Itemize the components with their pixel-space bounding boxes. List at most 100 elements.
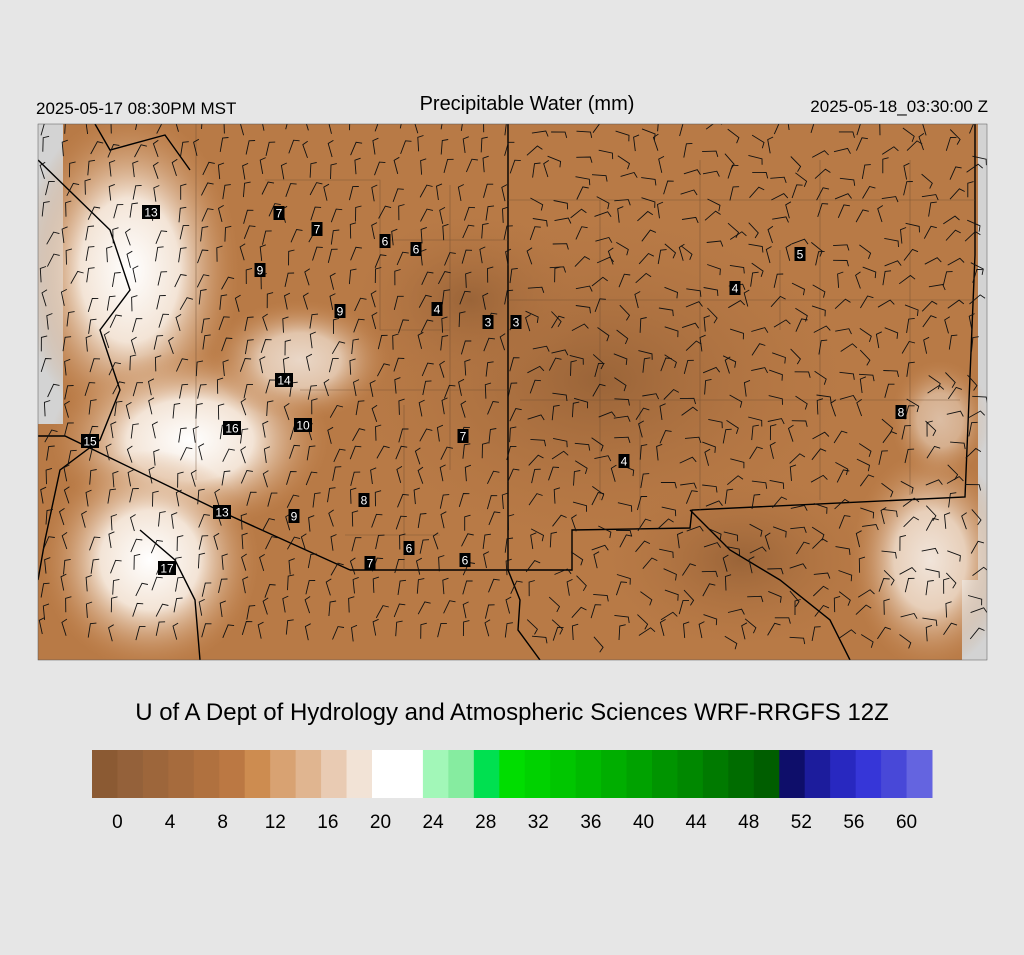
wind-barb (637, 614, 649, 630)
wind-barb (374, 161, 386, 176)
wind-barb (282, 356, 290, 374)
wind-barb (701, 570, 718, 578)
wind-barb (552, 243, 569, 250)
wind-barb (708, 418, 723, 429)
wind-barb (348, 186, 359, 201)
wind-barb (530, 438, 547, 447)
dry-area (350, 210, 590, 390)
colorbar-tick-label: 48 (738, 812, 759, 833)
wind-barb (548, 466, 560, 481)
wind-barb (506, 445, 517, 461)
wind-barb (878, 450, 888, 465)
wind-barb (769, 441, 776, 459)
wind-barb (84, 178, 91, 195)
wind-barb (197, 249, 209, 264)
wind-barb (729, 328, 744, 340)
wind-barb (789, 590, 800, 607)
wind-barb (132, 318, 143, 333)
wind-barb (62, 336, 72, 352)
wind-barb (259, 244, 266, 261)
wind-barb (880, 507, 887, 525)
color-swatch (346, 750, 373, 798)
wind-barb (285, 619, 294, 635)
wind-barb (499, 333, 506, 351)
wind-barb (531, 468, 541, 484)
wind-barb (240, 470, 253, 484)
wind-barb (112, 381, 126, 395)
wind-barb (526, 247, 533, 265)
wind-barb (925, 568, 940, 578)
wind-barb (462, 601, 469, 619)
borders (38, 124, 976, 660)
wind-barb (486, 495, 498, 510)
colorbar-tick-label: 44 (686, 812, 708, 833)
wind-barb (678, 600, 689, 615)
station-value: 9 (291, 510, 298, 524)
wind-barb (483, 551, 490, 569)
wind-barb (398, 398, 405, 415)
wind-barb (752, 171, 769, 179)
wind-barb (723, 531, 738, 542)
wind-barb (105, 443, 112, 461)
wind-barb (458, 493, 470, 508)
wind-barb (44, 557, 51, 574)
wind-barb (877, 205, 884, 223)
wind-barb (327, 248, 338, 264)
wind-barb (420, 319, 434, 333)
station-value: 6 (413, 243, 420, 257)
wind-barb (590, 604, 602, 619)
wind-barb (63, 486, 70, 504)
wind-barb (751, 367, 768, 374)
wind-barb (332, 626, 345, 640)
wind-barb (791, 184, 803, 199)
wind-barb (398, 204, 405, 221)
wind-barb (614, 199, 631, 206)
wind-barb (175, 124, 179, 132)
wind-barb (703, 315, 710, 332)
wind-barb (437, 622, 447, 638)
wind-barb (748, 416, 763, 427)
wind-barb (39, 266, 47, 283)
wind-barb (925, 505, 937, 522)
wind-barb (795, 172, 808, 187)
wind-barb (304, 623, 311, 641)
wind-barb (965, 484, 982, 491)
wind-barb (201, 623, 212, 638)
wind-barb (969, 294, 986, 305)
wind-barb (972, 268, 983, 283)
station-box (81, 434, 99, 448)
wind-barb (607, 247, 614, 265)
wind-barb (566, 578, 573, 596)
wind-barb (400, 140, 412, 155)
wind-barb (464, 359, 471, 376)
wind-barb (770, 176, 787, 184)
wind-barb (438, 555, 445, 572)
wind-barb (200, 226, 209, 242)
wind-barb (126, 445, 133, 463)
station-value: 8 (898, 406, 905, 420)
wind-barb (901, 340, 916, 354)
wind-barb (790, 504, 808, 511)
wind-barb (947, 550, 961, 562)
wind-barb (768, 395, 783, 405)
wind-barb (925, 479, 943, 486)
wind-barb (727, 608, 745, 615)
wind-barb (928, 201, 937, 217)
wind-barb (458, 378, 465, 396)
wind-barb (570, 208, 587, 219)
wind-barb (961, 512, 967, 530)
wind-barb (150, 539, 163, 554)
wind-barb (110, 596, 118, 613)
wind-barb (259, 157, 266, 174)
wind-barb (179, 297, 194, 311)
wind-barb (61, 532, 68, 550)
wind-barb (947, 257, 965, 266)
wind-barb (813, 572, 831, 579)
station-box (311, 222, 323, 236)
wind-barb (638, 350, 653, 360)
wind-barb (576, 156, 593, 163)
wind-barb (152, 139, 159, 158)
wind-barb (596, 256, 615, 264)
wind-barb (245, 267, 253, 285)
